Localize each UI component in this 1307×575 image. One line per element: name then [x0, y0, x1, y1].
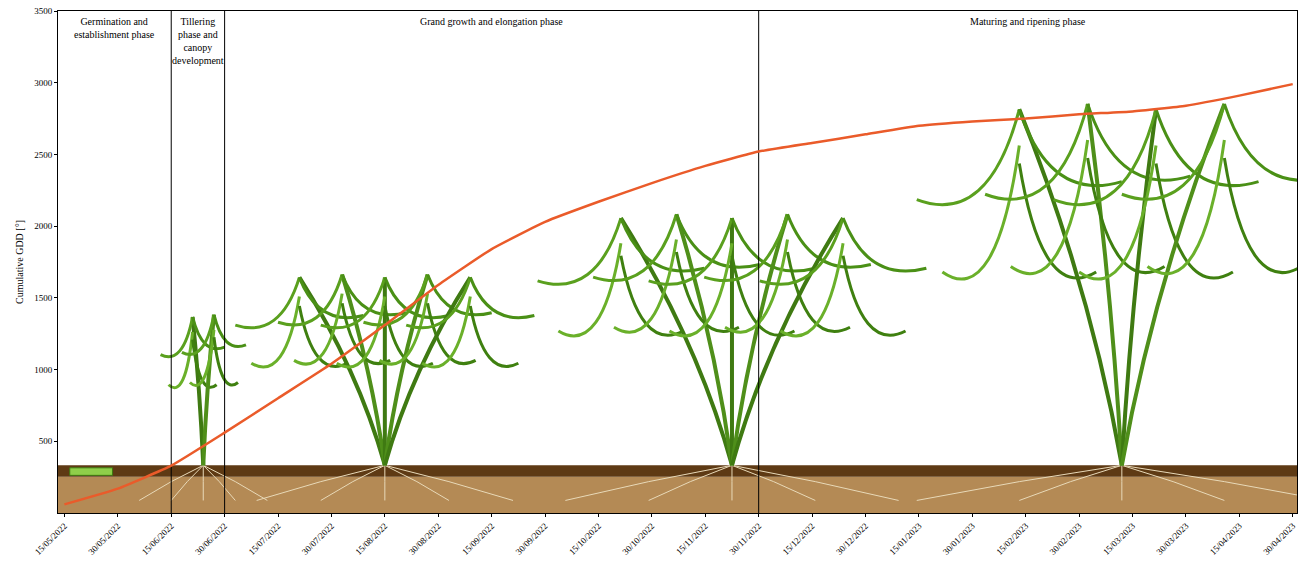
svg-text:30/01/2023: 30/01/2023: [941, 520, 977, 556]
svg-text:Tilleringphase andcanopydevelo: Tilleringphase andcanopydevelopment: [172, 16, 224, 66]
svg-text:2500: 2500: [34, 150, 53, 160]
svg-text:30/11/2022: 30/11/2022: [727, 521, 763, 557]
svg-text:Grand growth and elongation ph: Grand growth and elongation phase: [420, 16, 563, 27]
svg-text:15/09/2022: 15/09/2022: [460, 521, 496, 557]
svg-text:1000: 1000: [34, 365, 53, 375]
svg-text:Cumulative GDD [°]: Cumulative GDD [°]: [14, 220, 25, 304]
svg-text:30/02/2023: 30/02/2023: [1048, 520, 1084, 556]
svg-text:2000: 2000: [34, 221, 53, 231]
svg-text:15/03/2023: 15/03/2023: [1101, 520, 1137, 556]
svg-text:15/07/2022: 15/07/2022: [247, 521, 283, 557]
svg-text:15/02/2023: 15/02/2023: [994, 520, 1030, 556]
svg-text:15/06/2022: 15/06/2022: [140, 521, 176, 557]
svg-text:Germination andestablishment p: Germination andestablishment phase: [74, 16, 155, 40]
svg-text:500: 500: [39, 436, 53, 446]
svg-text:30/08/2022: 30/08/2022: [407, 521, 443, 557]
svg-text:3500: 3500: [34, 6, 53, 16]
svg-text:30/05/2022: 30/05/2022: [86, 521, 122, 557]
svg-text:15/01/2023: 15/01/2023: [887, 520, 923, 556]
svg-text:30/04/2023: 30/04/2023: [1261, 520, 1297, 556]
svg-text:30/07/2022: 30/07/2022: [300, 521, 336, 557]
svg-text:15/04/2023: 15/04/2023: [1208, 520, 1244, 556]
svg-text:30/09/2022: 30/09/2022: [514, 521, 550, 557]
svg-text:15/05/2022: 15/05/2022: [33, 521, 69, 557]
svg-text:1500: 1500: [34, 293, 53, 303]
svg-text:15/11/2022: 15/11/2022: [674, 521, 710, 557]
svg-text:30/06/2022: 30/06/2022: [193, 521, 229, 557]
svg-text:15/10/2022: 15/10/2022: [567, 521, 603, 557]
svg-text:15/12/2022: 15/12/2022: [781, 521, 817, 557]
svg-text:30/12/2022: 30/12/2022: [834, 521, 870, 557]
svg-text:30/10/2022: 30/10/2022: [620, 521, 656, 557]
svg-text:15/08/2022: 15/08/2022: [353, 521, 389, 557]
svg-text:30/03/2023: 30/03/2023: [1154, 520, 1190, 556]
svg-text:Maturing and ripening phase: Maturing and ripening phase: [970, 16, 1086, 27]
svg-text:3000: 3000: [34, 78, 53, 88]
